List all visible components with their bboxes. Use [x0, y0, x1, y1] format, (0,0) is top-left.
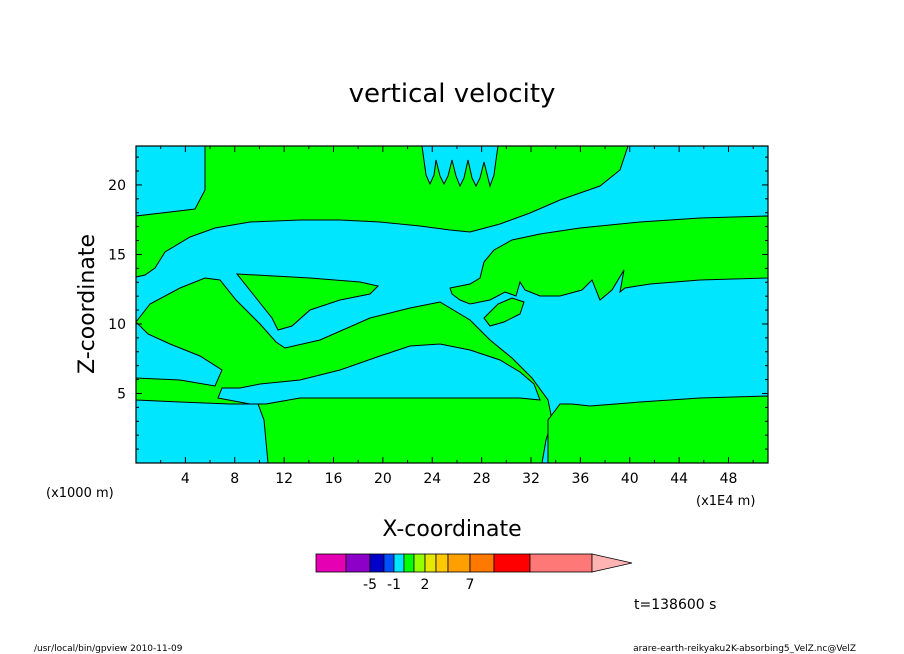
small-positive-island: [483, 297, 525, 327]
time-label: t=138600 s: [634, 597, 716, 613]
triangle-positive-island: [235, 273, 379, 331]
x-unit-right: (x1E4 m): [696, 494, 755, 509]
x-tick-label: 8: [230, 471, 239, 487]
x-tick-label: 40: [621, 471, 639, 487]
colorbar-label: 2: [421, 577, 430, 593]
chart-title: vertical velocity: [349, 79, 556, 109]
colorbar-label: 7: [466, 577, 475, 593]
colorbar-segment: [403, 553, 415, 573]
bottom-positive-region: [547, 395, 769, 464]
colorbar-segment: [315, 553, 347, 573]
colorbar-label: -5: [363, 577, 377, 593]
footer-left: /usr/local/bin/gpview 2010-11-09: [34, 644, 183, 654]
x-tick-label: 36: [571, 471, 589, 487]
colorbar-segment: [369, 553, 385, 573]
colorbar-segment: [413, 553, 426, 573]
inner-negative-strip: [217, 343, 541, 405]
x-tick-label: 44: [670, 471, 688, 487]
right-positive-region: [449, 215, 769, 305]
colorbar-segment: [435, 553, 449, 573]
footer-right: arare-earth-reikyaku2K-absorbing5_VelZ.n…: [633, 644, 856, 654]
colorbar-segment: [529, 553, 593, 573]
x-tick-label: 32: [522, 471, 540, 487]
colorbar-segment: [345, 553, 371, 573]
x-tick-label: 24: [423, 471, 441, 487]
colorbar-segment: [447, 553, 471, 573]
colorbar-label: -1: [387, 577, 401, 593]
upper-finger-gaps: [421, 145, 499, 188]
x-tick-label: 48: [720, 471, 738, 487]
y-tick-label: 10: [108, 317, 126, 333]
colorbar-segment: [393, 553, 405, 573]
y-axis-title: Z-coordinate: [75, 234, 100, 374]
colorbar-arrow: [591, 553, 633, 573]
x-ticks: 4 8 12 16 20 24 28 32 36 40 44 48: [160, 146, 754, 487]
x-axis-title: X-coordinate: [382, 517, 521, 542]
y-tick-label: 20: [108, 178, 126, 194]
colorbar-segment: [424, 553, 437, 573]
x-tick-label: 12: [275, 471, 293, 487]
x-tick-label: 28: [473, 471, 491, 487]
plot-frame: [135, 145, 769, 464]
y-tick-label: 5: [117, 386, 126, 402]
x-tick-label: 20: [374, 471, 392, 487]
x-unit-left: (x1000 m): [46, 486, 114, 501]
x-tick-label: 16: [325, 471, 343, 487]
colorbar-segment: [469, 553, 495, 573]
positive-regions: [135, 145, 769, 464]
y-tick-label: 15: [108, 247, 126, 263]
colorbar-segment: [383, 553, 395, 573]
x-tick-label: 4: [181, 471, 190, 487]
colorbar: -5 -1 2 7: [315, 553, 633, 593]
y-ticks: 5 10 15 20: [108, 156, 768, 450]
colorbar-segment: [493, 553, 531, 573]
